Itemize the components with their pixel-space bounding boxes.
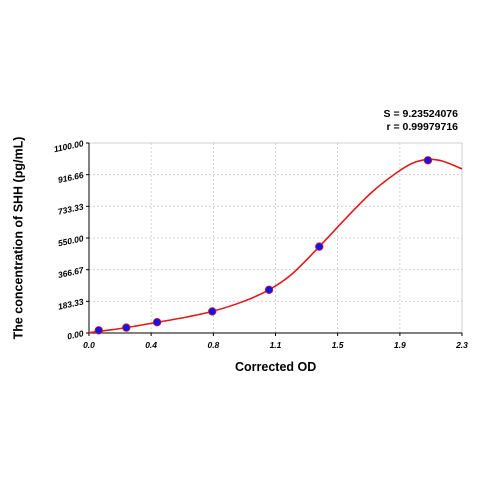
data-point <box>423 156 433 165</box>
y-tick-label: 1100.00 <box>53 138 85 154</box>
y-axis-label: The concentration of SHH (pg/mL) <box>10 136 25 340</box>
data-point <box>315 242 324 251</box>
axes <box>86 142 463 336</box>
y-tick-label: 183.33 <box>57 296 85 311</box>
x-tick-label: 1.1 <box>270 340 282 350</box>
fit-curve <box>88 158 463 334</box>
x-tick-label: 1.9 <box>394 340 406 350</box>
data-points <box>94 156 433 335</box>
fit-curve-group <box>88 158 463 334</box>
tick-labels: 0.0 0.4 0.8 1.1 1.5 1.9 2.3 0.00 183.33 366.67 550… <box>53 138 468 350</box>
x-tick-label: 0.4 <box>145 340 157 350</box>
data-point <box>152 318 162 327</box>
data-point <box>94 326 103 335</box>
x-tick-label: 1.5 <box>332 340 344 350</box>
data-point <box>264 285 274 295</box>
x-tick-label: 2.3 <box>455 340 468 350</box>
x-axis-label: Corrected OD <box>235 360 317 374</box>
y-tick-label: 733.33 <box>57 201 85 216</box>
data-point <box>208 307 217 316</box>
data-point <box>122 323 131 332</box>
y-tick-label: 916.66 <box>57 170 85 185</box>
x-tick-label: 0.0 <box>83 340 95 350</box>
grid-lines <box>89 142 463 333</box>
y-tick-label: 550.00 <box>57 233 85 248</box>
stat-r-value: r = 0.99979716 <box>386 121 458 133</box>
y-tick-label: 0.00 <box>66 328 85 341</box>
x-tick-label: 0.8 <box>207 340 219 350</box>
y-tick-label: 366.67 <box>57 265 86 280</box>
stat-s-value: S = 9.23524076 <box>383 108 458 120</box>
